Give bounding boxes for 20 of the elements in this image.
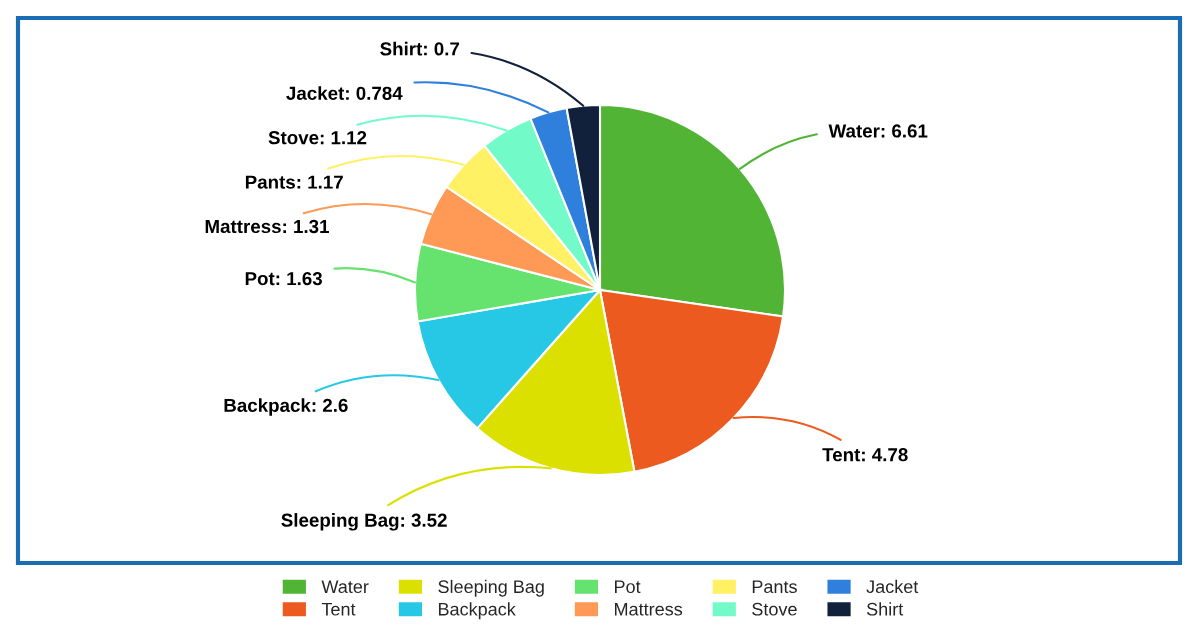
legend-label: Jacket	[866, 579, 919, 594]
legend-label: Sleeping Bag	[438, 579, 544, 597]
data-label: Pot: 1.63	[245, 271, 322, 286]
legend-label: Shirt	[866, 602, 904, 616]
data-label: Sleeping Bag: 3.52	[281, 513, 447, 531]
data-label: Mattress: 1.31	[205, 219, 329, 234]
data-label: Stove: 1.12	[268, 131, 367, 145]
legend-label: Mattress	[615, 603, 683, 616]
data-label: Jacket: 0.784	[286, 86, 403, 100]
data-label: Water: 6.61	[828, 124, 928, 138]
legend-label: Tent	[321, 603, 356, 616]
legend-label: Backpack	[438, 602, 516, 620]
legend-label: Water	[321, 580, 369, 594]
data-label: Backpack: 2.6	[224, 398, 348, 416]
legend-label: Pot	[615, 580, 641, 594]
data-label: Pants: 1.17	[245, 175, 343, 189]
legend-label: Pants	[752, 580, 797, 594]
data-label: Tent: 4.78	[822, 448, 908, 462]
legend-label: Stove	[752, 602, 797, 616]
data-label: Shirt: 0.7	[380, 41, 460, 56]
